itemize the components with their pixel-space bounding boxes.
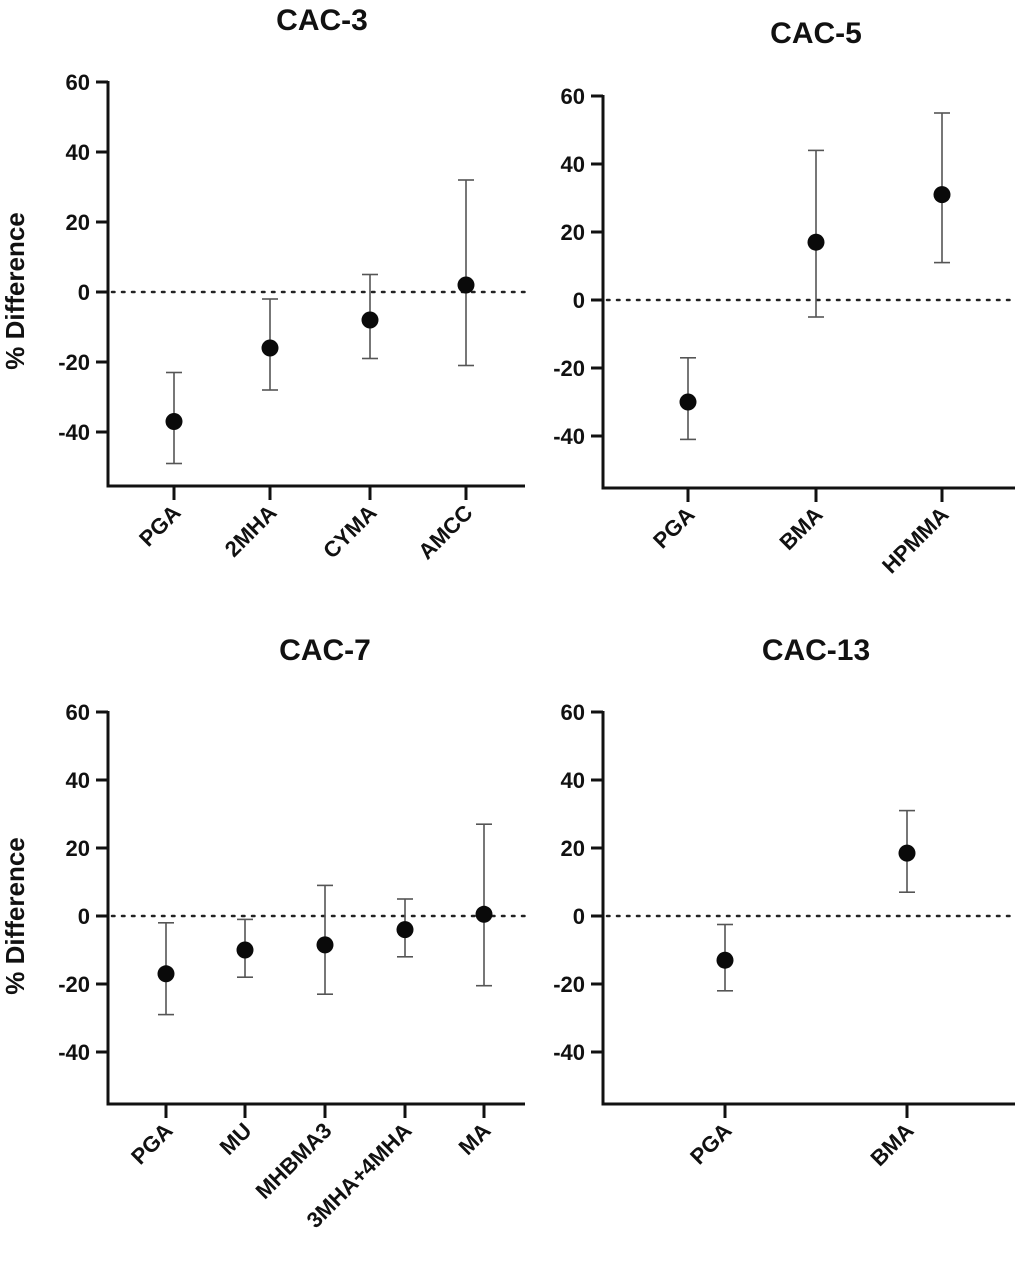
data-point <box>236 941 254 959</box>
y-tick-label: -40 <box>553 1040 585 1065</box>
data-point <box>716 951 734 969</box>
y-tick-label: 60 <box>66 700 90 725</box>
panel-title: CAC-3 <box>276 4 368 37</box>
panel-cac-5: CAC-5 60 40 20 0 -20 -40 PGA BMA HPMMA <box>553 17 1017 579</box>
panel-cac-3: CAC-3 % Difference 60 40 20 0 -20 -40 PGA 2MHA C… <box>0 4 527 564</box>
y-tick-label: -20 <box>58 350 90 375</box>
y-axis-label: % Difference <box>0 212 30 370</box>
x-tick-label: MHBMA3 <box>251 1118 337 1204</box>
x-tick-label: PGA <box>648 502 699 553</box>
y-tick-label: 60 <box>561 84 585 109</box>
y-tick-label: 20 <box>561 836 585 861</box>
panel-title: CAC-13 <box>762 634 870 667</box>
y-tick-label: 20 <box>66 210 90 235</box>
y-tick-label: -20 <box>58 972 90 997</box>
y-tick-label: 60 <box>561 700 585 725</box>
data-point <box>316 936 334 954</box>
y-tick-label: -20 <box>553 972 585 997</box>
y-tick-label: -20 <box>553 356 585 381</box>
data-point <box>261 339 279 357</box>
y-tick-label: -40 <box>58 1040 90 1065</box>
data-point <box>475 905 493 923</box>
data-point <box>457 276 475 294</box>
x-tick-label: PGA <box>685 1118 736 1169</box>
data-point <box>361 311 379 329</box>
y-tick-label: 0 <box>78 280 90 305</box>
data-point <box>898 844 916 862</box>
y-tick-label: 40 <box>66 140 90 165</box>
y-tick-label: 40 <box>561 152 585 177</box>
y-tick-label: 0 <box>78 904 90 929</box>
x-tick-label: PGA <box>126 1118 177 1169</box>
x-tick-label: CYMA <box>318 500 382 564</box>
y-tick-label: 0 <box>573 904 585 929</box>
x-tick-label: 2MHA <box>220 500 282 562</box>
x-tick-label: BMA <box>865 1118 918 1171</box>
data-point <box>933 186 951 204</box>
panel-cac-13: CAC-13 60 40 20 0 -20 -40 PGA BMA <box>553 634 1017 1171</box>
y-tick-label: 0 <box>573 288 585 313</box>
panel-cac-7: CAC-7 % Difference 60 40 20 0 -20 -40 PGA MUMHB… <box>0 634 527 1233</box>
x-tick-label: MA <box>454 1118 496 1160</box>
x-tick-label: AMCC <box>413 500 477 564</box>
data-point <box>165 413 183 430</box>
y-tick-label: -40 <box>553 424 585 449</box>
x-tick-label: MU <box>215 1118 257 1160</box>
x-tick-label: HPMMA <box>877 502 954 579</box>
y-tick-label: 20 <box>66 836 90 861</box>
y-tick-label: -40 <box>58 420 90 445</box>
panel-title: CAC-5 <box>770 17 862 50</box>
data-point <box>679 393 697 411</box>
data-point <box>807 233 825 251</box>
x-tick-label: BMA <box>774 502 827 555</box>
y-axis-label: % Difference <box>0 837 30 995</box>
y-tick-label: 40 <box>66 768 90 793</box>
y-tick-label: 60 <box>66 70 90 95</box>
y-tick-label: 40 <box>561 768 585 793</box>
panel-title: CAC-7 <box>279 634 371 667</box>
data-point <box>396 921 414 939</box>
y-tick-label: 20 <box>561 220 585 245</box>
x-tick-label: PGA <box>134 500 185 551</box>
data-point <box>157 965 175 983</box>
